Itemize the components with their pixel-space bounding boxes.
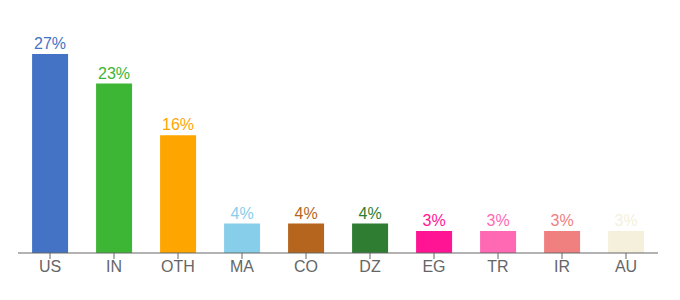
svg-text:3%: 3% <box>615 212 638 229</box>
svg-text:CO: CO <box>294 258 318 275</box>
svg-text:IR: IR <box>554 258 570 275</box>
svg-text:4%: 4% <box>231 205 254 222</box>
svg-text:EG: EG <box>422 258 445 275</box>
svg-text:3%: 3% <box>487 212 510 229</box>
svg-text:16%: 16% <box>162 116 194 133</box>
svg-text:4%: 4% <box>359 205 382 222</box>
svg-text:3%: 3% <box>551 212 574 229</box>
svg-text:OTH: OTH <box>161 258 195 275</box>
svg-text:27%: 27% <box>34 35 66 52</box>
svg-text:3%: 3% <box>423 212 446 229</box>
svg-text:MA: MA <box>230 258 254 275</box>
svg-text:DZ: DZ <box>359 258 381 275</box>
svg-text:AU: AU <box>615 258 637 275</box>
svg-text:TR: TR <box>487 258 508 275</box>
svg-text:US: US <box>39 258 61 275</box>
svg-text:IN: IN <box>106 258 122 275</box>
svg-text:23%: 23% <box>98 65 130 82</box>
svg-text:4%: 4% <box>295 205 318 222</box>
